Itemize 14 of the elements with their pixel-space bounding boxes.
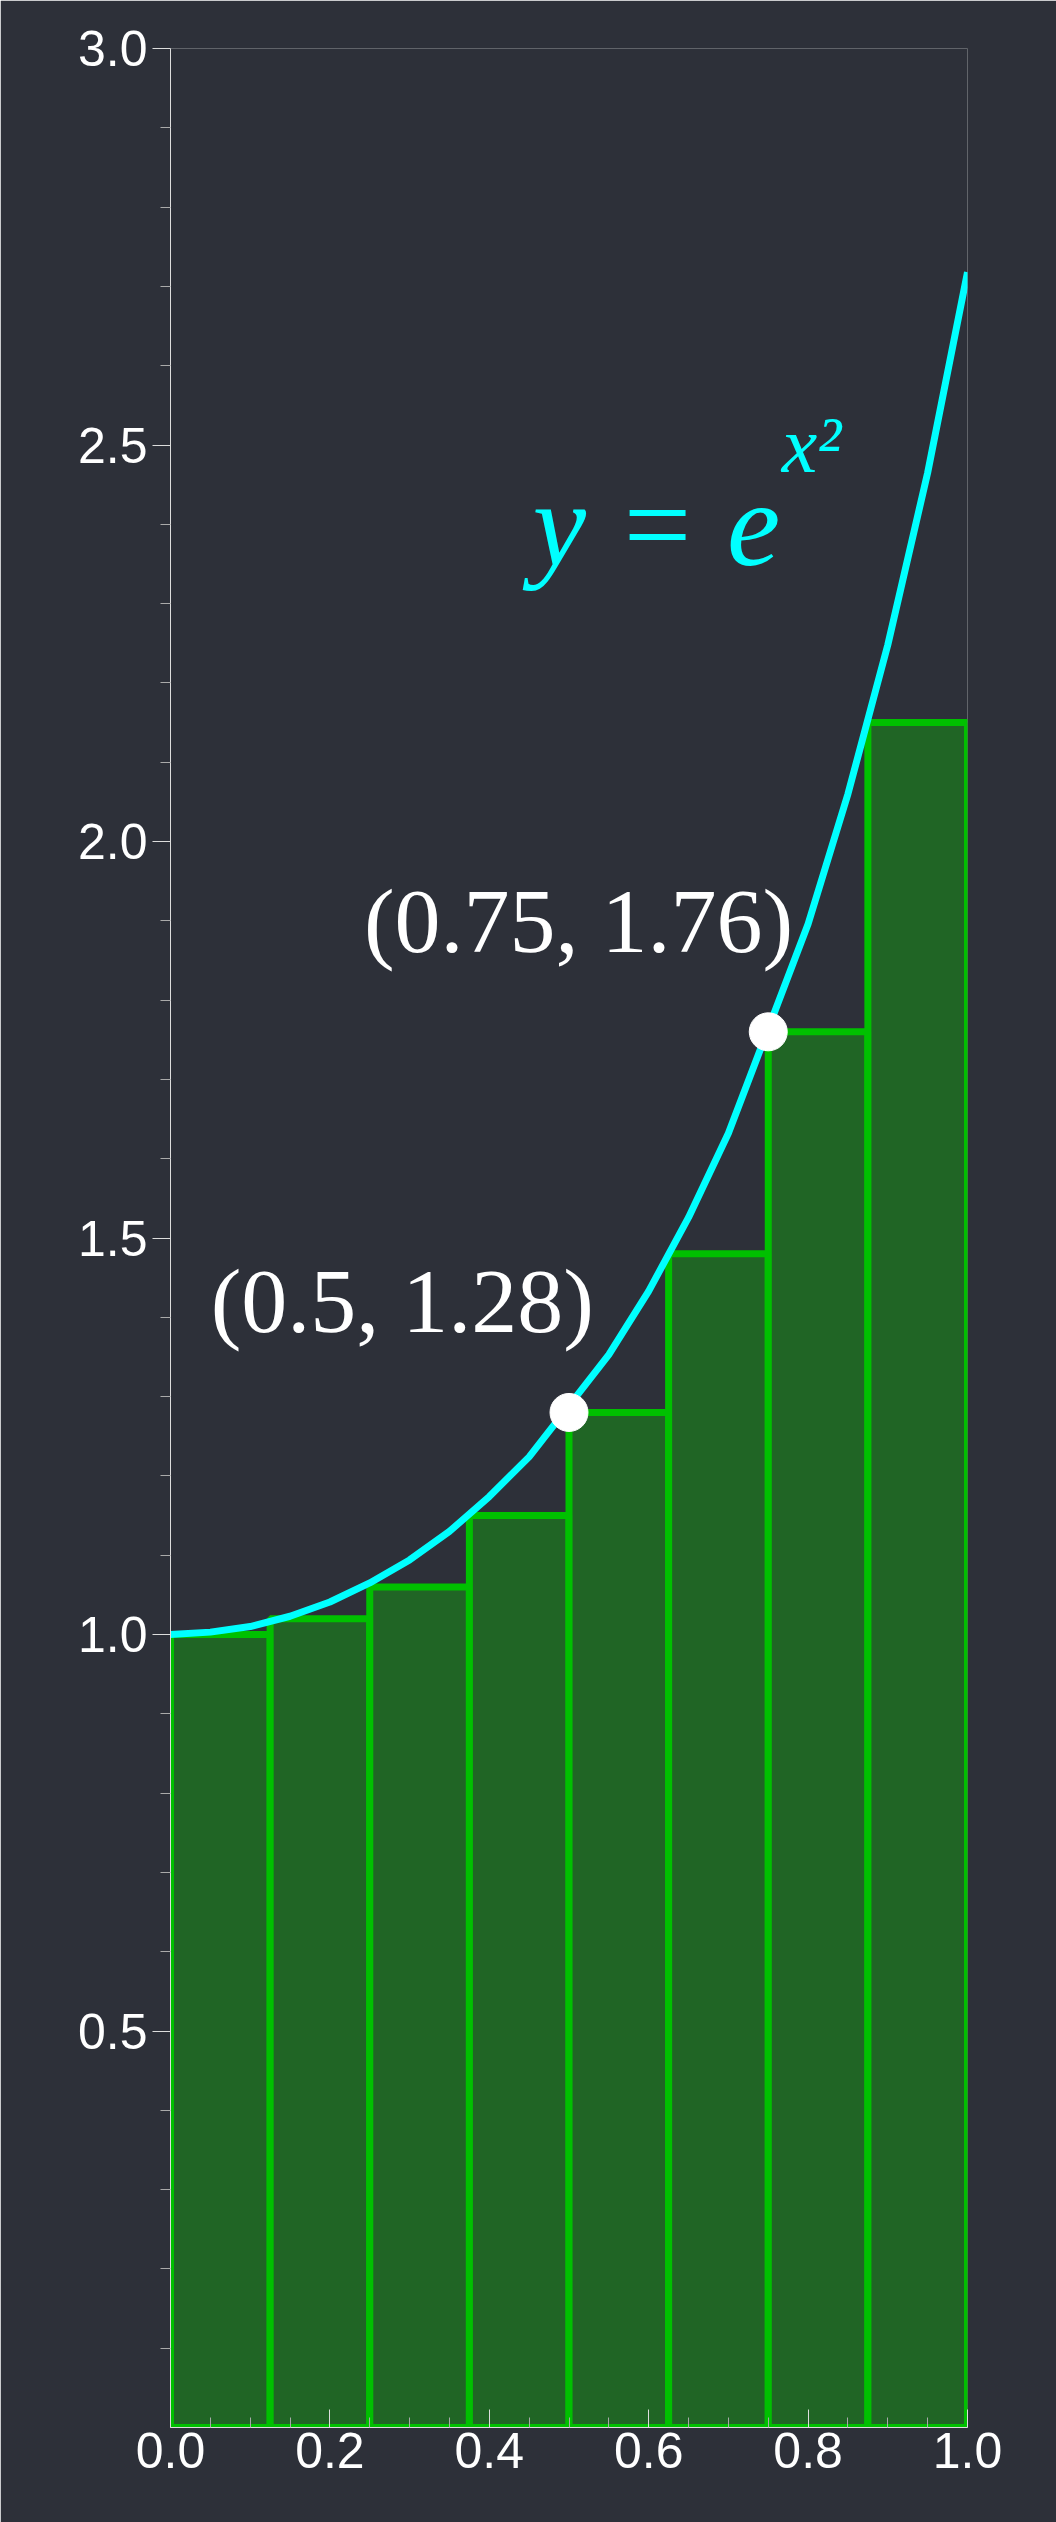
y-tick-label: 3.0	[77, 21, 148, 77]
y-tick-label: 2.5	[77, 417, 148, 474]
x-tick-label: 0.2	[295, 2422, 365, 2479]
x-tick-label: 0.8	[773, 2422, 843, 2479]
x-tick-label: 0.4	[454, 2422, 525, 2479]
annotation: (0.75, 1.76)	[363, 869, 794, 972]
y-tick-label: 1.5	[77, 1210, 148, 1267]
x-tick-label: 1.0	[932, 2422, 1003, 2479]
x-tick-label: 0.6	[613, 2422, 684, 2479]
y-tick-label: 2.0	[77, 814, 148, 870]
y-tick-label: 0.5	[77, 2003, 148, 2060]
annotation: (0.5, 1.28)	[210, 1250, 595, 1353]
x-tick-label: 0.0	[135, 2422, 206, 2479]
y-tick-label: 1.0	[77, 1607, 148, 1663]
